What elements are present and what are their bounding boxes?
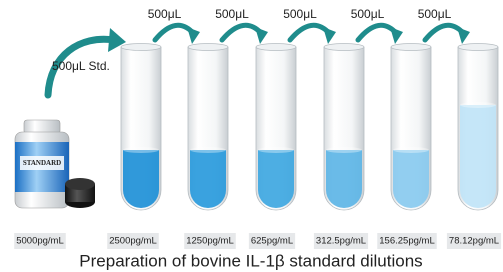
concentration-label: 1250pg/mL (186, 236, 234, 247)
liquid-surface (258, 147, 294, 153)
labels: 5000pg/mL 2500pg/mL 1250pg/mL 625pg/mL 312.5… (14, 233, 501, 249)
transfer-label: 500μL (215, 7, 249, 21)
arrows: 500μL 500μL 500μL 500μL 500μL (148, 7, 470, 44)
bottle-label: STANDARD (23, 159, 61, 167)
concentration-label: 2500pg/mL (109, 236, 157, 247)
arrow-head (255, 27, 268, 44)
arrow-head (457, 27, 470, 44)
arrow-head (187, 27, 200, 44)
tube-liquid (190, 150, 226, 208)
transfer-label: 500μL (351, 7, 385, 21)
liquid-surface (460, 102, 496, 108)
transfer-label: 500μL (418, 7, 452, 21)
liquid-surface (190, 147, 226, 153)
tube-liquid (460, 105, 496, 208)
tube-rim (458, 44, 498, 51)
liquid-surface (393, 147, 429, 153)
concentration-label: 156.25pg/mL (379, 236, 434, 247)
tube-liquid (393, 150, 429, 208)
title: Preparation of bovine IL-1β standard dil… (79, 251, 422, 270)
concentration-label: 312.5pg/mL (316, 236, 366, 247)
concentration-label: 78.12pg/mL (449, 236, 499, 247)
bottle-cap (65, 178, 95, 208)
tube-rim (256, 44, 296, 51)
transfer-label: 500μL (283, 7, 317, 21)
arrow-head (323, 27, 336, 44)
tube-liquid (326, 150, 362, 208)
tube-rim (324, 44, 364, 51)
std-transfer-label: 500μL Std. (52, 59, 110, 73)
dilution-diagram: STANDARD 500μL Std. 500μL500μL500μL500μL… (0, 0, 503, 272)
standard-bottle: STANDARD (15, 120, 69, 208)
concentration-label: 5000pg/mL (16, 236, 64, 247)
tubes (121, 44, 498, 211)
transfer-label: 500μL (148, 7, 182, 21)
tube-rim (391, 44, 431, 51)
arrow-head (390, 27, 403, 44)
liquid-surface (123, 147, 159, 153)
tube-liquid (123, 150, 159, 208)
liquid-surface (326, 147, 362, 153)
tube-rim (121, 44, 161, 51)
tube-rim (188, 44, 228, 51)
tube-liquid (258, 150, 294, 208)
concentration-label: 625pg/mL (251, 236, 293, 247)
